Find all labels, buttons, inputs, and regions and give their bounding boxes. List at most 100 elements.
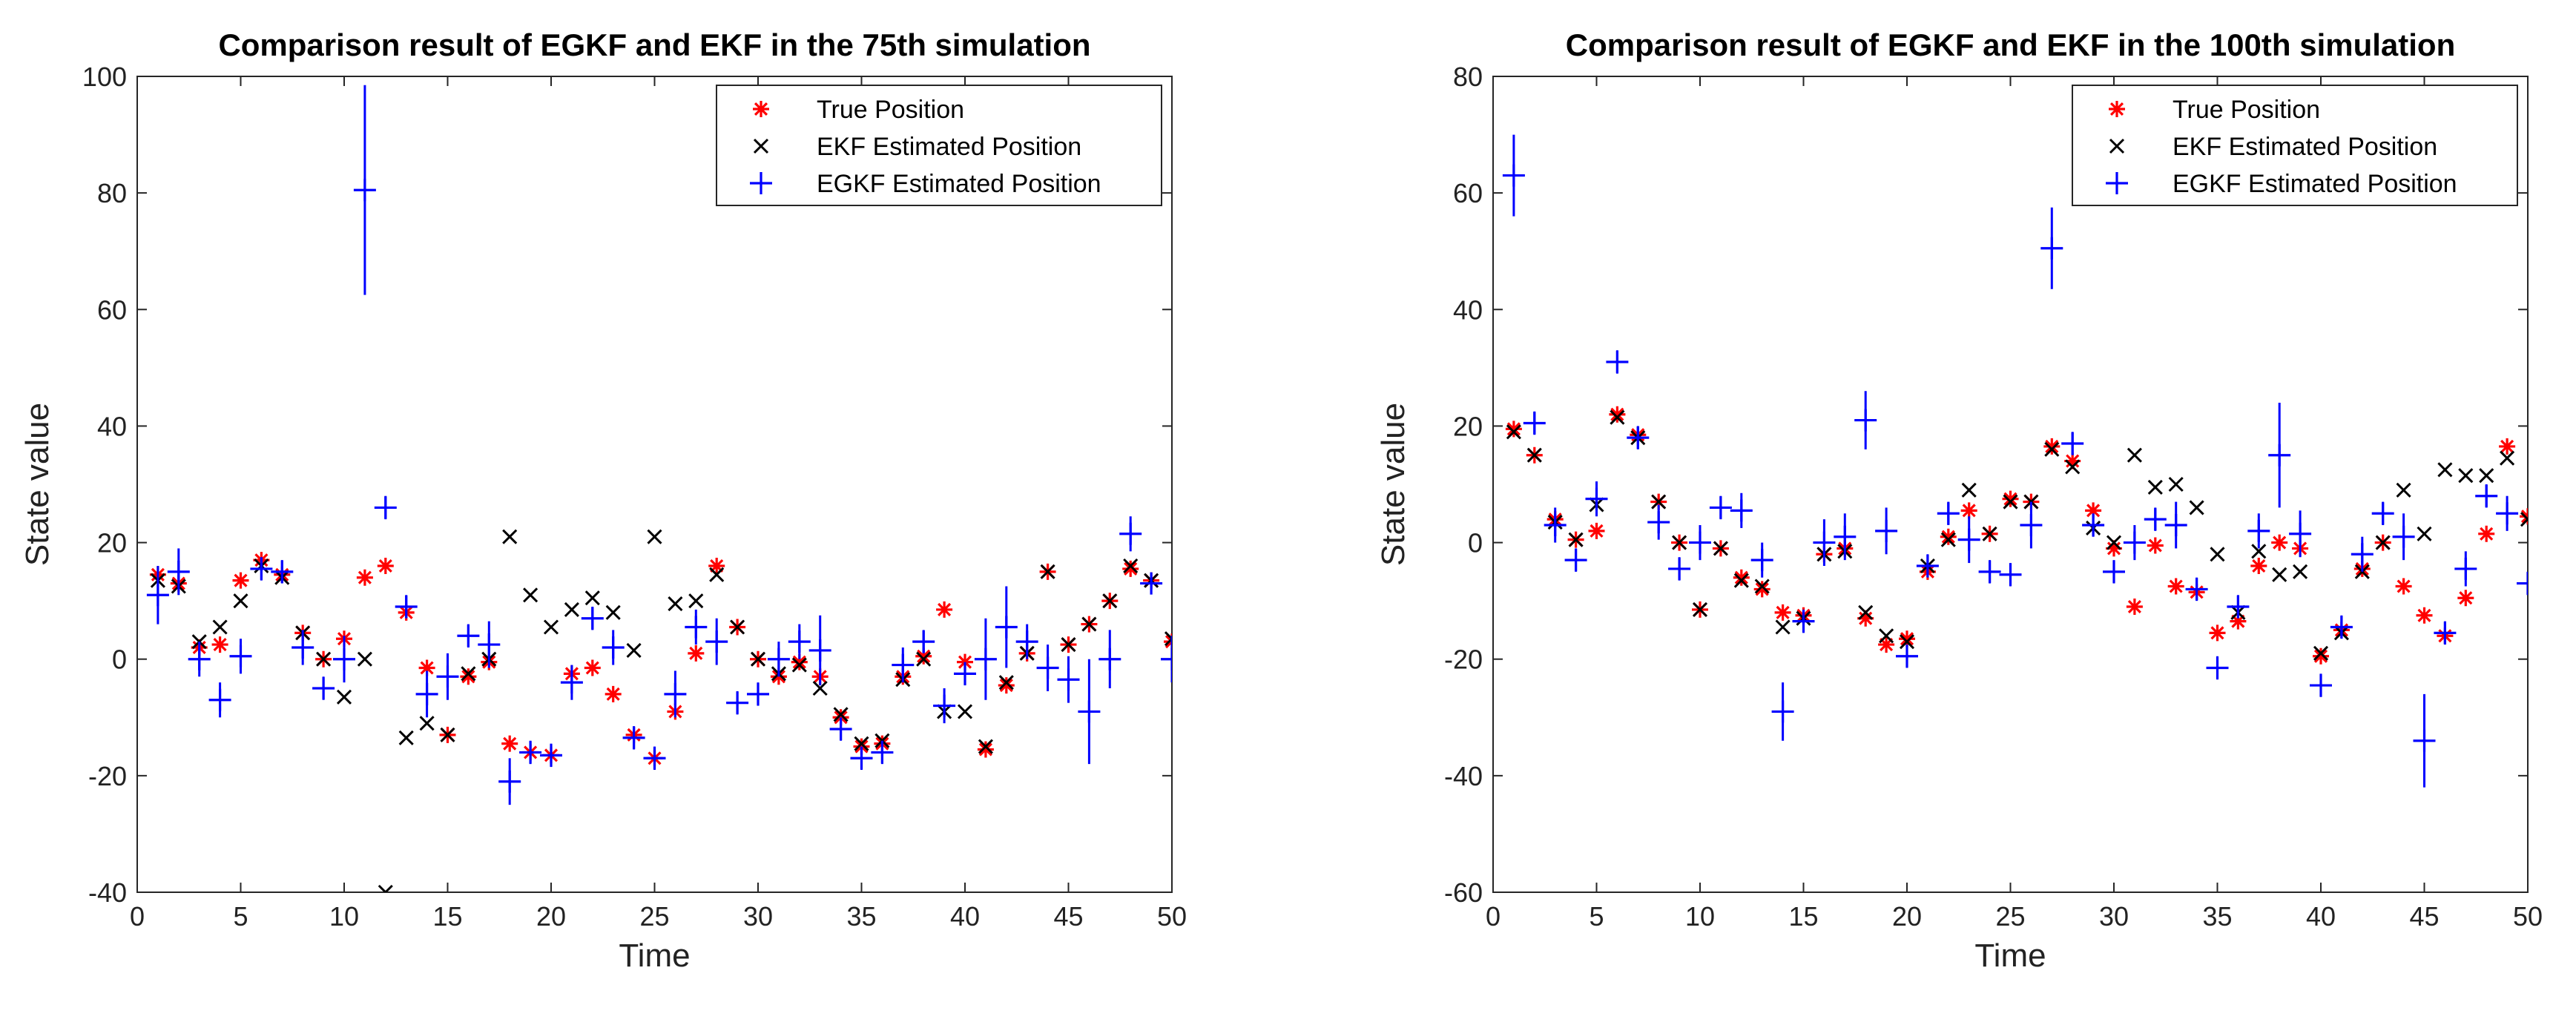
data-point-plus (2517, 572, 2528, 595)
data-point-asterisk (791, 653, 808, 670)
x-tick-label: 25 (639, 901, 669, 932)
data-point-x (2147, 479, 2163, 495)
data-point-asterisk (501, 735, 518, 752)
data-point-asterisk (2126, 599, 2143, 615)
legend-label: True Position (2173, 96, 2320, 124)
data-point-asterisk (2085, 502, 2102, 519)
x-tick-label: 30 (743, 901, 773, 932)
data-point-asterisk (1960, 502, 1977, 519)
data-point-plus (2206, 656, 2229, 679)
data-point-plus (974, 647, 997, 670)
x-tick-label: 5 (233, 901, 248, 932)
data-point-asterisk (2457, 590, 2474, 607)
data-point-plus (1875, 519, 1898, 542)
data-point-asterisk (688, 645, 705, 662)
legend-box (716, 85, 1162, 206)
data-point-plus (1978, 560, 2001, 583)
data-point-plus (2227, 596, 2250, 618)
data-point-plus (1078, 700, 1101, 723)
data-point-x (2065, 459, 2081, 475)
data-point-x (2189, 500, 2204, 515)
data-point-asterisk (377, 558, 394, 574)
data-point-asterisk (1940, 528, 1957, 545)
data-point-x (357, 651, 372, 667)
y-axis-label: State value (19, 403, 56, 566)
data-point-plus (1730, 499, 1753, 522)
data-point-plus (1957, 528, 1980, 551)
data-point-plus (2123, 531, 2146, 554)
x-tick-label: 45 (1053, 901, 1083, 932)
data-point-plus (2185, 578, 2208, 601)
data-point-plus (1119, 522, 1142, 545)
data-point-plus (1813, 531, 1836, 554)
data-point-asterisk (2167, 578, 2184, 595)
data-point-x (2106, 535, 2122, 550)
data-point-x (1672, 535, 1687, 550)
chart-panel-2: 0 5 10 15 20 25 30 35 40 45 50 -60 -40 -20 0 20 40 60 80 Co… (1375, 27, 2543, 974)
data-point-plus (498, 770, 521, 793)
data-point-plus (353, 179, 376, 202)
data-point-asterisk (2416, 607, 2433, 624)
data-point-plus (1036, 656, 1059, 679)
data-point-x (1692, 602, 1708, 617)
data-point-asterisk (1878, 636, 1895, 653)
y-tick-label: 0 (112, 645, 127, 675)
data-point-plus (1896, 645, 1918, 668)
data-point-plus (685, 616, 708, 639)
data-point-x (212, 619, 228, 635)
x-tick-label: 50 (1157, 901, 1187, 932)
data-point-x (1506, 424, 1521, 440)
data-point-x (233, 593, 248, 609)
y-tick-label: 20 (1453, 411, 1483, 441)
data-point-plus (995, 616, 1018, 639)
data-point-plus (2310, 674, 2332, 697)
data-point-plus (1523, 412, 1546, 435)
y-tick-label: 60 (97, 294, 127, 325)
data-point-plus (892, 653, 915, 676)
data-point-x (854, 736, 869, 751)
data-point-x (605, 604, 621, 620)
data-point-plus (271, 560, 294, 583)
data-point-plus (2496, 502, 2519, 525)
data-point-plus (1502, 164, 1525, 187)
data-point-plus (1606, 351, 1629, 373)
data-point-plus (829, 718, 852, 740)
data-point-asterisk (915, 647, 932, 665)
data-point-plus (2061, 432, 2084, 455)
data-point-asterisk (2209, 624, 2226, 642)
data-point-plus (933, 694, 956, 717)
data-point-asterisk (998, 677, 1015, 694)
series-x (1506, 409, 2528, 661)
data-point-plus (540, 744, 562, 767)
data-point-x (584, 590, 600, 606)
data-point-plus (1854, 409, 1877, 432)
data-point-asterisk (2064, 452, 2081, 469)
data-point-plus (1647, 511, 1670, 534)
data-point-plus (705, 630, 728, 653)
data-point-plus (1999, 563, 2022, 586)
data-point-x (2437, 462, 2453, 478)
data-point-x (1526, 447, 1542, 463)
data-point-x (523, 587, 538, 603)
x-tick-label: 45 (2409, 901, 2439, 932)
data-point-plus (1668, 557, 1691, 580)
data-point-x (1961, 482, 1977, 498)
data-point-plus (850, 747, 873, 770)
x-tick-label: 20 (536, 901, 566, 932)
data-point-x (1713, 541, 1728, 556)
data-point-plus (808, 639, 831, 662)
data-point-plus (871, 741, 894, 764)
data-point-x (2127, 447, 2142, 463)
data-point-asterisk (2002, 490, 2019, 507)
data-point-x (1040, 564, 1055, 579)
data-point-plus (2082, 514, 2105, 536)
data-point-plus (2454, 557, 2477, 580)
data-point-x (833, 707, 849, 722)
data-point-x (564, 602, 579, 617)
y-tick-label: -20 (88, 761, 127, 791)
data-point-asterisk (211, 636, 228, 653)
data-point-x (2044, 441, 2060, 457)
data-point-x (2479, 468, 2494, 484)
data-point-x (2003, 494, 2018, 510)
